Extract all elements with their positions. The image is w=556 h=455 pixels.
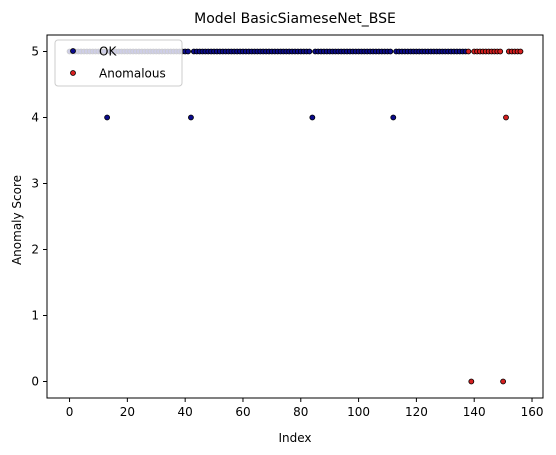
legend: OK Anomalous: [54, 39, 183, 87]
plot-frame: [46, 34, 544, 399]
y-tick-label: 4: [31, 111, 39, 125]
plot-area: [66, 48, 524, 385]
y-tick-label: 2: [31, 243, 39, 257]
x-tick-label: 60: [235, 405, 250, 419]
y-axis: 0 1 2 3 4 5: [31, 45, 47, 389]
x-axis-label: Index: [278, 431, 311, 445]
x-tick-label: 40: [178, 405, 193, 419]
data-point: [104, 114, 111, 121]
legend-marker-anomalous: [70, 70, 76, 76]
legend-label-anomalous: Anomalous: [99, 67, 166, 81]
data-point: [390, 114, 397, 121]
data-point: [309, 114, 316, 121]
y-tick-label: 3: [31, 177, 39, 191]
data-point: [387, 48, 394, 55]
x-tick-label: 160: [521, 405, 544, 419]
data-point: [503, 114, 509, 121]
data-point: [465, 48, 472, 55]
y-axis-label: Anomaly Score: [10, 175, 24, 265]
legend-marker-ok: [70, 48, 76, 54]
x-tick-label: 20: [120, 405, 135, 419]
data-point: [188, 114, 194, 121]
data-point: [306, 48, 313, 55]
data-point: [500, 378, 507, 385]
chart-title: Model BasicSiameseNet_BSE: [194, 11, 396, 27]
data-point: [185, 48, 191, 55]
x-tick-label: 120: [405, 405, 428, 419]
data-point: [497, 48, 504, 55]
legend-label-ok: OK: [99, 45, 117, 59]
x-tick-label: 0: [66, 405, 74, 419]
series-anomalous: [465, 48, 524, 385]
legend-box: [54, 39, 183, 87]
y-tick-label: 1: [31, 309, 39, 323]
data-point: [517, 48, 524, 55]
y-tick-label: 5: [31, 45, 39, 59]
y-tick-label: 0: [31, 375, 39, 389]
x-axis: 0 20 40 60 80 100 120 140 160: [66, 398, 544, 419]
x-tick-label: 140: [463, 405, 486, 419]
data-point: [468, 378, 475, 385]
x-tick-label: 80: [293, 405, 308, 419]
x-tick-label: 100: [347, 405, 370, 419]
